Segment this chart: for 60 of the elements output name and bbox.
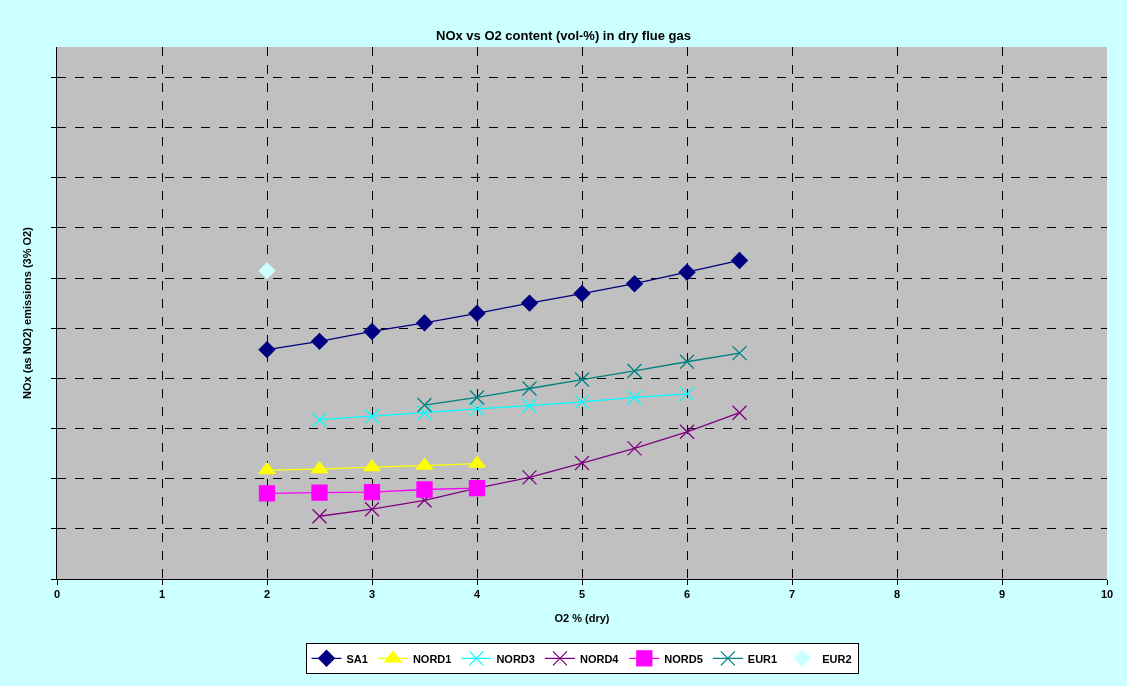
point [679, 386, 695, 402]
x-tick-label: 8 [893, 588, 901, 601]
x-tick-label: 7 [788, 588, 796, 601]
x-tick-label: 4 [473, 588, 481, 601]
x-tick-label: 10 [1100, 588, 1114, 601]
point [364, 501, 380, 517]
point [521, 294, 538, 312]
point [258, 462, 276, 475]
point [573, 285, 591, 303]
chart-title: NOx vs O2 content (vol-%) in dry flue gas [436, 27, 691, 43]
point [574, 371, 590, 388]
x-tick-label: 5 [578, 588, 586, 601]
point [363, 459, 381, 472]
legend-label: EUR1 [747, 652, 778, 665]
y-axis-title: NOx (as NO2) emissions (3% O2) [20, 226, 33, 399]
legend-label: EUR2 [822, 652, 852, 665]
point [258, 485, 276, 502]
point [626, 440, 643, 457]
point [363, 483, 381, 501]
point [731, 345, 748, 361]
legend-label: NORD4 [579, 652, 620, 665]
point [521, 398, 538, 414]
point [311, 412, 328, 428]
point [363, 323, 381, 340]
x-tick-label: 3 [368, 588, 376, 601]
point [416, 405, 433, 421]
point [574, 455, 590, 471]
x-axis-title: O2 % (dry) [554, 612, 610, 624]
point [311, 484, 328, 501]
legend-label: NORD5 [664, 652, 703, 665]
point [258, 262, 276, 280]
x-tick-label: 1 [158, 588, 166, 601]
point [678, 263, 696, 281]
point [521, 469, 538, 486]
point [416, 481, 433, 498]
point [626, 389, 643, 406]
x-tick-label: 0 [53, 588, 61, 601]
x-tick-label: 2 [263, 588, 271, 601]
point [364, 408, 380, 424]
point [731, 405, 748, 421]
point [468, 304, 486, 322]
point [626, 275, 643, 293]
point [311, 332, 328, 350]
legend-label: NORD1 [412, 652, 452, 665]
point [469, 389, 485, 406]
legend-label: SA1 [346, 652, 368, 665]
point [469, 401, 485, 417]
point [258, 341, 276, 359]
point [731, 251, 748, 269]
point [521, 380, 538, 397]
point [626, 363, 643, 379]
x-tick-label: 9 [998, 588, 1006, 601]
point [574, 394, 590, 410]
point [311, 508, 328, 524]
x-tick-label: 6 [683, 588, 691, 601]
point [679, 424, 695, 440]
point [416, 314, 433, 332]
legend-label: NORD3 [496, 652, 535, 665]
point [416, 397, 433, 413]
point [679, 354, 695, 370]
